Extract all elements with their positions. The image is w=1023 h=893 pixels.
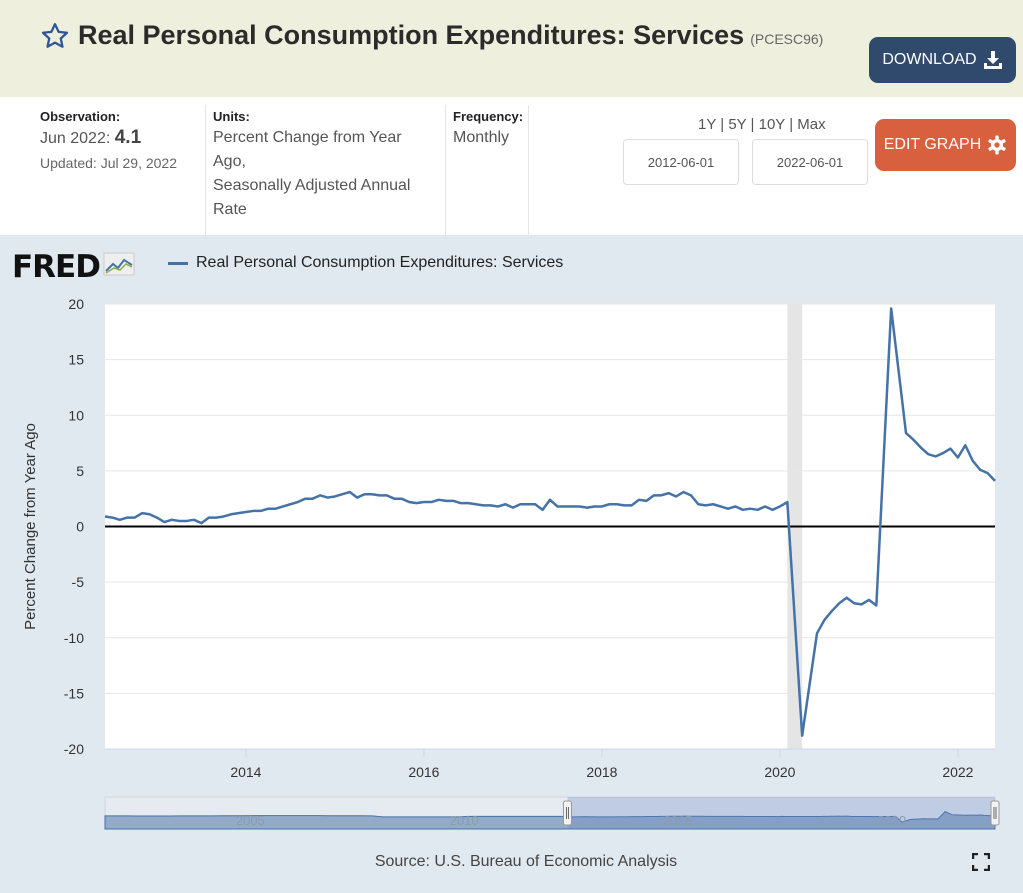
y-axis-label: Percent Change from Year Ago	[22, 423, 39, 630]
gear-icon	[988, 135, 1006, 155]
page-title: Real Personal Consumption Expenditures: …	[40, 20, 823, 51]
fullscreen-icon[interactable]	[972, 853, 990, 871]
navigator-handle[interactable]	[990, 800, 1000, 826]
units-line: Percent Change from Year	[213, 129, 402, 146]
chart-legend[interactable]: Real Personal Consumption Expenditures: …	[168, 254, 563, 272]
range-5y[interactable]: 5Y	[728, 116, 747, 133]
units-line: Seasonally Adjusted Annual	[213, 177, 411, 194]
source-note: Source: U.S. Bureau of Economic Analysis	[374, 853, 678, 870]
range-1y[interactable]: 1Y	[698, 116, 717, 133]
range-10y[interactable]: 10Y	[758, 116, 786, 133]
units-label: Units:	[213, 109, 250, 124]
updated-date: Updated: Jul 29, 2022	[40, 155, 177, 171]
legend-line-swatch	[168, 261, 188, 265]
y-tick-label: 20	[68, 296, 84, 312]
download-icon	[983, 51, 1002, 69]
x-tick-label: 2018	[586, 764, 617, 780]
y-tick-label: 15	[68, 352, 84, 368]
observation-date: Jun 2022:	[40, 130, 111, 147]
units-line: Ago,	[213, 153, 246, 170]
star-outline-icon[interactable]	[40, 21, 70, 51]
divider	[445, 105, 446, 235]
y-tick-label: -20	[64, 741, 84, 757]
y-tick-label: -15	[64, 685, 84, 701]
fred-logo-chart-icon	[103, 252, 135, 276]
fred-logo: FRED	[12, 249, 135, 285]
y-tick-label: -5	[72, 574, 85, 590]
navigator-series	[104, 811, 996, 830]
frequency-label: Frequency:	[453, 109, 524, 124]
units-block: Units: Percent Change from Year Ago, Sea…	[213, 109, 410, 222]
observation-value: 4.1	[114, 127, 142, 148]
frequency-value: Monthly	[453, 129, 510, 146]
navigator-handle[interactable]	[562, 800, 572, 826]
series-meta: Observation: Jun 2022: 4.1 Updated: Jul …	[0, 97, 1023, 235]
observation-block: Observation: Jun 2022: 4.1 Updated: Jul …	[40, 109, 177, 171]
frequency-block: Frequency: Monthly	[453, 109, 523, 150]
units-line: Rate	[213, 201, 247, 218]
divider	[528, 105, 529, 235]
observation-label: Observation:	[40, 109, 121, 124]
header: Real Personal Consumption Expenditures: …	[0, 0, 1023, 97]
x-tick-label: 2016	[408, 764, 439, 780]
range-selector: 1Y | 5Y | 10Y | Max	[698, 116, 826, 133]
legend-label: Real Personal Consumption Expenditures: …	[196, 254, 564, 271]
x-tick-label: 2020	[764, 764, 795, 780]
x-tick-label: 2022	[942, 764, 973, 780]
y-tick-label: 5	[76, 463, 84, 479]
y-tick-label: 10	[68, 407, 84, 423]
navigator-label: 2015	[663, 813, 692, 828]
edit-graph-label: EDIT GRAPH	[883, 136, 982, 153]
navigator-label: 2010	[450, 813, 479, 828]
end-date-input[interactable]	[752, 139, 868, 185]
download-label: DOWNLOAD	[882, 51, 977, 68]
series-title: Real Personal Consumption Expenditures: …	[78, 20, 745, 50]
line-chart: -20 -15 -10 -5 0 5 10 15 20 2014 2016 2018 2020 2022 P…	[22, 296, 1000, 830]
start-date-input[interactable]	[623, 139, 739, 185]
y-tick-label: 0	[76, 519, 84, 535]
divider	[205, 105, 206, 235]
series-id: (PCESC96)	[750, 31, 824, 47]
navigator-label: 2020	[877, 813, 906, 828]
navigator-label: 2005	[236, 813, 265, 828]
range-max[interactable]: Max	[797, 116, 826, 133]
x-tick-label: 2014	[230, 764, 261, 780]
download-button[interactable]: DOWNLOAD	[869, 37, 1016, 83]
y-tick-label: -10	[64, 630, 84, 646]
edit-graph-button[interactable]: EDIT GRAPH	[875, 119, 1016, 171]
graph-container: FRED Real Personal Consumption Expenditu…	[0, 235, 1023, 893]
navigator-selection	[567, 797, 995, 829]
